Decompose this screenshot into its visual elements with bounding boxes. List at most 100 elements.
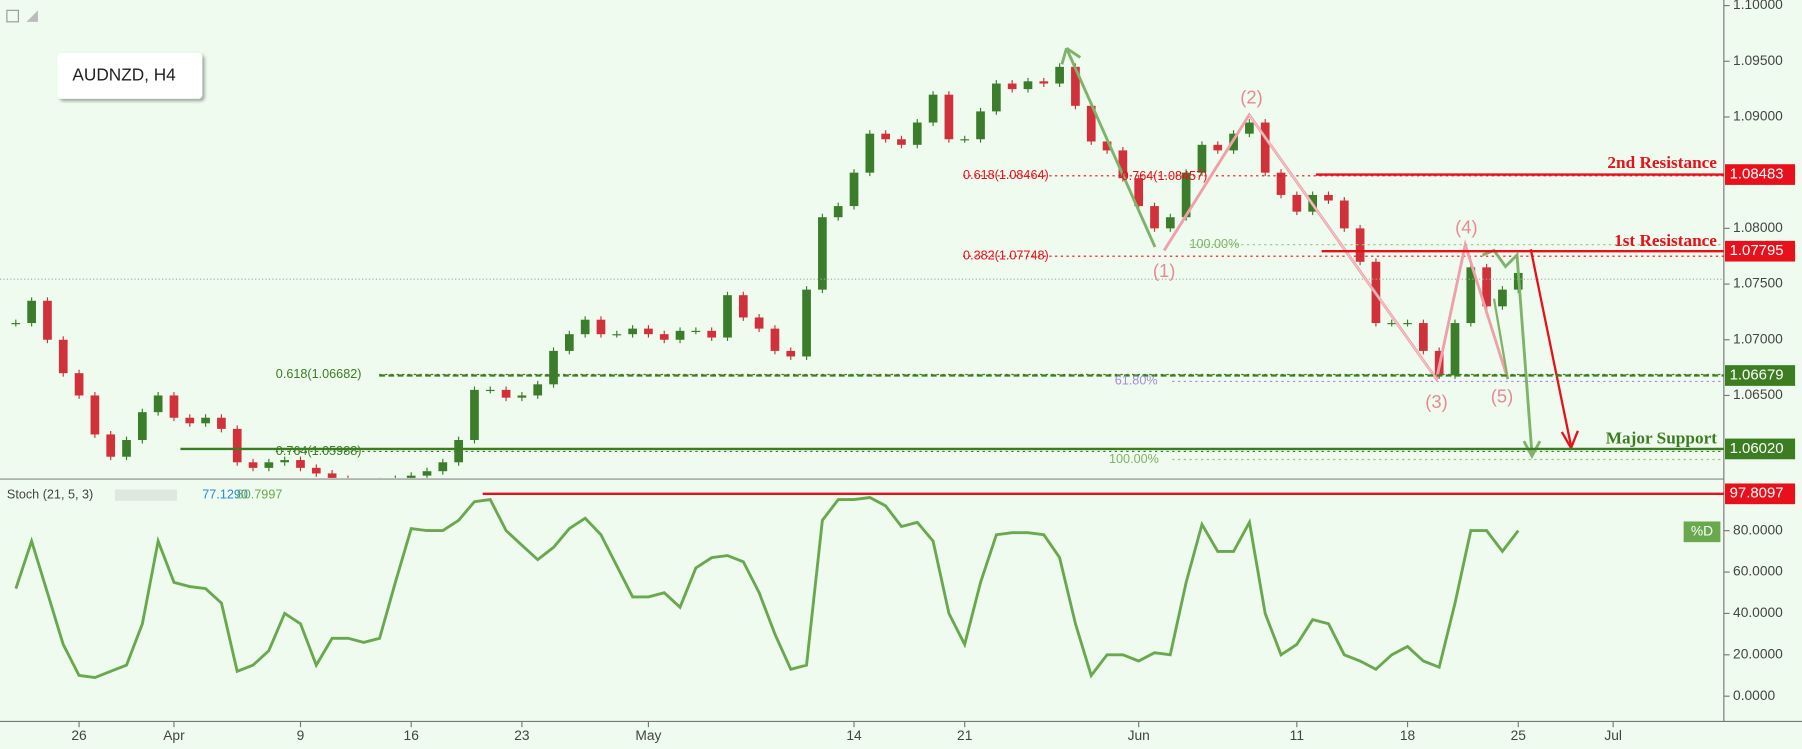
candle — [1023, 81, 1033, 90]
indicator-title: Stoch (21, 5, 3) — [7, 487, 93, 501]
level-box — [1725, 438, 1796, 460]
candle — [1245, 122, 1254, 134]
candle — [944, 94, 954, 140]
candle — [153, 395, 163, 413]
y-tick-label: 60.0000 — [1733, 564, 1783, 579]
level-label: 1.08483 — [1730, 165, 1784, 182]
wave-label: (2) — [1240, 87, 1262, 108]
level-name: 1st Resistance — [1614, 231, 1717, 250]
candle — [533, 384, 543, 396]
indicator-buttons — [114, 489, 177, 501]
fib-label: 0.382(1.07748) — [963, 249, 1049, 263]
candle — [1086, 105, 1096, 142]
candle — [976, 111, 985, 140]
y-tick-label: 40.0000 — [1733, 605, 1783, 620]
candle — [1324, 194, 1333, 201]
candle — [43, 300, 52, 340]
candle — [738, 295, 748, 318]
symbol-box — [57, 52, 203, 99]
candle — [106, 434, 116, 457]
arrow-head — [1522, 440, 1542, 460]
level-box — [1725, 240, 1796, 262]
level-label: 97.8097 — [1730, 485, 1784, 502]
candle — [564, 334, 574, 351]
level-name: 2nd Resistance — [1607, 153, 1717, 172]
indicator-reading: 80.7997 — [237, 487, 283, 501]
candle — [1466, 267, 1476, 324]
y-tick-label: 20.0000 — [1733, 646, 1783, 661]
candle — [422, 471, 432, 476]
candle — [1498, 289, 1507, 307]
candle — [1134, 178, 1144, 207]
level-box — [1725, 365, 1796, 386]
arrow — [1492, 298, 1509, 380]
symbol: AUDNZD, H4 — [72, 64, 176, 84]
fib-label: 0.764(1.08457) — [1122, 169, 1208, 183]
candle — [1102, 141, 1112, 151]
candle — [644, 328, 653, 335]
candle — [1039, 81, 1049, 84]
candle — [1007, 83, 1017, 90]
candle — [1071, 66, 1080, 106]
arrow — [1065, 47, 1157, 248]
candle — [296, 460, 305, 468]
candle — [1339, 200, 1349, 229]
candle — [1450, 323, 1460, 376]
level-box — [1725, 164, 1796, 185]
level-label: 1.06020 — [1730, 440, 1784, 457]
candle — [311, 467, 321, 474]
x-tick-label: Apr — [163, 728, 185, 743]
candle — [1387, 323, 1397, 325]
candle — [1260, 122, 1270, 173]
y-tick-label: 1.09000 — [1733, 109, 1783, 124]
x-tick-label: 26 — [71, 728, 87, 743]
candle — [280, 460, 290, 463]
x-tick-label: 25 — [1511, 728, 1527, 743]
candle — [58, 339, 68, 374]
candle — [1213, 144, 1223, 151]
collapse-icon[interactable] — [6, 9, 19, 23]
y-tick-label: 1.10000 — [1733, 0, 1783, 12]
candle — [912, 122, 922, 145]
candle — [201, 417, 210, 424]
candle — [1118, 150, 1128, 179]
candle — [1276, 172, 1286, 195]
candle — [1482, 267, 1491, 307]
y-tick-label: 1.06500 — [1733, 387, 1783, 402]
x-tick-label: 18 — [1400, 728, 1416, 743]
level-box — [1725, 483, 1796, 505]
candle — [1292, 194, 1302, 212]
wave-label: (4) — [1455, 216, 1477, 237]
candle — [723, 295, 732, 338]
candle — [580, 319, 590, 335]
candle — [596, 319, 606, 335]
candle — [612, 334, 622, 336]
candle — [628, 328, 637, 335]
y-tick-label: 0.0000 — [1733, 688, 1775, 703]
candle — [1181, 172, 1191, 218]
candle — [675, 330, 685, 340]
candle — [881, 133, 890, 140]
candle — [928, 94, 938, 123]
candle — [849, 172, 859, 207]
level-name: Major Support — [1606, 429, 1717, 448]
candle — [11, 323, 21, 325]
x-tick-label: 9 — [297, 728, 305, 743]
fib-label: 61.80% — [1115, 374, 1158, 388]
stoch-line — [14, 496, 1520, 680]
candle — [327, 473, 337, 478]
wave-label: (1) — [1153, 260, 1175, 281]
arrow-head — [1060, 47, 1082, 65]
candle — [833, 206, 843, 218]
candle — [992, 83, 1001, 112]
candle — [454, 440, 463, 463]
x-tick-label: 21 — [957, 728, 972, 743]
candle — [264, 462, 274, 468]
candle — [786, 350, 796, 357]
candle — [501, 389, 511, 398]
level-label: 1.06679 — [1730, 366, 1784, 383]
level-label: 1.07795 — [1730, 242, 1784, 259]
wave-label: (3) — [1425, 391, 1447, 412]
